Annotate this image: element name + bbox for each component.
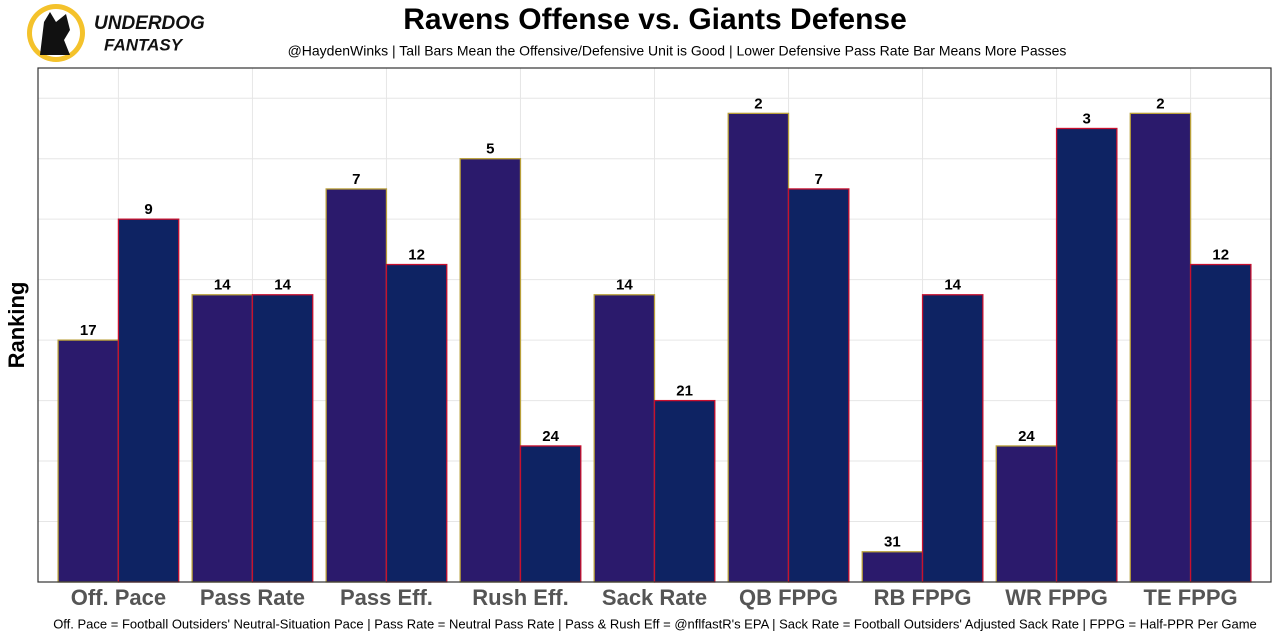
chart-title: Ravens Offense vs. Giants Defense: [403, 3, 907, 36]
data-label: 9: [144, 201, 152, 218]
data-label: 14: [616, 277, 633, 294]
plot-area: Off. Pace 17 9 Pass Rate 14 14 Pass Eff. 7 12 Rus…: [38, 68, 1271, 610]
brand-line2: FANTASY: [104, 35, 184, 54]
x-tick-label: Pass Eff.: [340, 585, 433, 610]
bar: [519, 445, 582, 583]
data-label: 14: [274, 277, 291, 294]
bar: [1055, 127, 1118, 583]
data-label: 14: [944, 277, 961, 294]
chart-subtitle: @HaydenWinks | Tall Bars Mean the Offens…: [288, 43, 1067, 59]
data-label: 14: [214, 277, 231, 294]
x-tick-label: Sack Rate: [602, 585, 707, 610]
bar: [861, 551, 924, 583]
x-tick-label: RB FPPG: [874, 585, 972, 610]
bar: [57, 339, 120, 583]
y-axis-label: Ranking: [4, 282, 29, 369]
bar: [117, 218, 180, 583]
bar: [593, 294, 656, 583]
x-tick-label: Rush Eff.: [472, 585, 569, 610]
bar: [727, 112, 790, 583]
logo-dog: [40, 12, 70, 55]
brand-line1: UNDERDOG: [94, 13, 205, 34]
logo: UNDERDOG FANTASY: [27, 4, 205, 62]
data-label: 31: [884, 534, 901, 551]
bar: [1129, 112, 1192, 583]
bar: [653, 399, 716, 583]
x-tick-label: Pass Rate: [200, 585, 305, 610]
x-tick-label: WR FPPG: [1005, 585, 1108, 610]
data-label: 3: [1083, 110, 1091, 127]
data-label: 24: [542, 428, 559, 445]
data-label: 7: [815, 171, 823, 188]
bar: [921, 294, 984, 583]
data-label: 24: [1018, 428, 1035, 445]
plot-border: [37, 67, 1272, 583]
x-tick-label: Off. Pace: [71, 585, 166, 610]
bar: [251, 294, 314, 583]
bar: [459, 158, 522, 583]
data-label: 7: [352, 171, 360, 188]
data-label: 2: [1156, 95, 1164, 112]
data-label: 2: [754, 95, 762, 112]
bar: [325, 188, 388, 583]
data-label: 21: [676, 383, 693, 400]
chart-caption: Off. Pace = Football Outsiders' Neutral-…: [53, 616, 1257, 631]
bar: [385, 263, 448, 583]
bar: [191, 294, 254, 583]
bar: [1189, 263, 1252, 583]
data-label: 12: [1212, 246, 1229, 263]
x-tick-label: QB FPPG: [739, 585, 838, 610]
bar: [787, 188, 850, 583]
data-label: 17: [80, 322, 97, 339]
data-label: 12: [408, 246, 425, 263]
x-tick-label: TE FPPG: [1144, 585, 1238, 610]
data-label: 5: [486, 141, 494, 158]
bar: [995, 445, 1058, 583]
